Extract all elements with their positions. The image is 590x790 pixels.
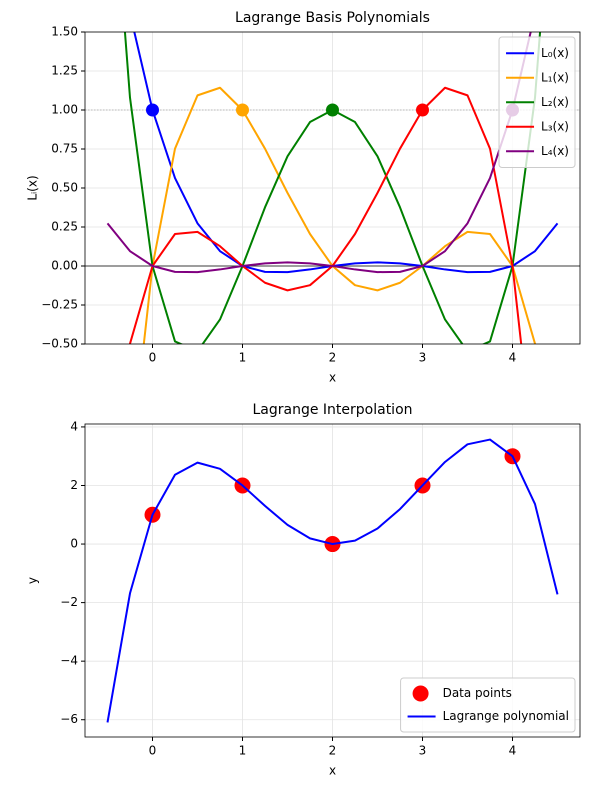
legend-label: L₁(x) (541, 70, 569, 84)
x-tick-label: 2 (329, 351, 337, 365)
x-tick-label: 4 (509, 351, 517, 365)
legend-box (400, 677, 576, 733)
node-marker (236, 103, 249, 117)
node-marker (146, 103, 159, 117)
y-tick-label: −0.25 (41, 298, 78, 312)
legend: Data points Lagrange polynomial (400, 677, 576, 733)
y-tick-label: 0.75 (51, 142, 78, 156)
x-axis-label: x (329, 371, 336, 385)
legend-label: Lagrange polynomial (443, 709, 569, 723)
plot-area (85, 32, 580, 344)
node-marker (326, 103, 339, 117)
x-axis-label: x (329, 764, 336, 778)
node-marker (416, 103, 429, 117)
y-tick-label: −6 (60, 712, 78, 726)
legend: L₀(x) L₁(x) L₂(x) L₃(x) L₄(x) (498, 36, 576, 168)
y-tick-label: 0.50 (51, 181, 78, 195)
series-line (106, 438, 559, 723)
y-tick-label: 1.50 (51, 25, 78, 39)
y-axis-label: y (26, 577, 40, 584)
y-tick-label: −2 (60, 595, 78, 609)
legend-box (498, 36, 576, 168)
legend-label: L₃(x) (541, 119, 569, 133)
y-tick-label: −0.50 (41, 337, 78, 351)
legend-label: L₀(x) (541, 46, 569, 60)
x-tick-label: 1 (239, 351, 247, 365)
y-tick-label: 0.00 (51, 259, 78, 273)
x-tick-label: 3 (419, 351, 427, 365)
chart-title: Lagrange Interpolation (252, 402, 412, 418)
axes-frame (84, 423, 581, 738)
y-tick-label: 4 (70, 419, 78, 433)
chart-title: Lagrange Basis Polynomials (235, 10, 430, 26)
legend-label: L₄(x) (541, 144, 569, 158)
y-tick-label: 2 (70, 478, 78, 492)
legend-label: L₂(x) (541, 95, 569, 109)
x-tick-label: 0 (149, 744, 157, 758)
x-tick-label: 3 (419, 744, 427, 758)
y-tick-label: 1.00 (51, 103, 78, 117)
series-line (106, 32, 532, 274)
y-tick-label: 0.25 (51, 220, 78, 234)
y-tick-label: 1.25 (51, 64, 78, 78)
legend-swatch (412, 685, 429, 702)
legend-label: Data points (443, 686, 512, 700)
axes-frame (84, 31, 581, 345)
y-tick-label: 0 (70, 537, 78, 551)
x-tick-label: 2 (329, 744, 337, 758)
x-tick-label: 1 (239, 744, 247, 758)
y-axis-label: Lᵢ(x) (26, 175, 40, 200)
x-tick-label: 4 (509, 744, 517, 758)
plot-area (85, 424, 580, 737)
y-tick-label: −4 (60, 654, 78, 668)
x-tick-label: 0 (149, 351, 157, 365)
